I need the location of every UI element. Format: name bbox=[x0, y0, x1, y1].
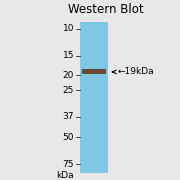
Text: 15: 15 bbox=[62, 51, 74, 60]
Text: 25: 25 bbox=[63, 86, 74, 95]
Text: 20: 20 bbox=[63, 71, 74, 80]
Text: 37: 37 bbox=[62, 112, 74, 121]
Text: 50: 50 bbox=[62, 132, 74, 141]
Text: 10: 10 bbox=[62, 24, 74, 33]
Text: Western Blot: Western Blot bbox=[68, 3, 143, 15]
Text: 75: 75 bbox=[62, 160, 74, 169]
Text: kDa: kDa bbox=[56, 171, 74, 180]
Bar bbox=[82, 69, 106, 74]
Text: ←19kDa: ←19kDa bbox=[112, 68, 155, 76]
Bar bbox=[80, 22, 108, 173]
